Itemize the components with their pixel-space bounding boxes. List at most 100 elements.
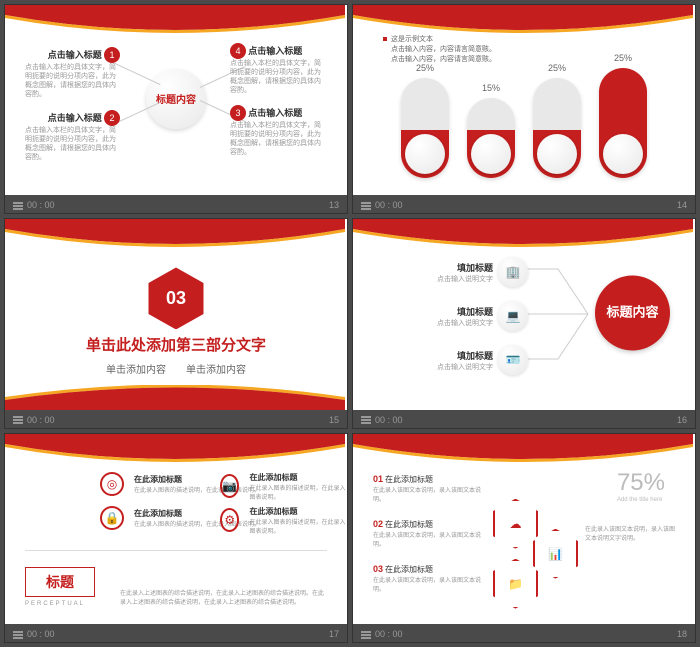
section-subtitle: 单击添加内容 单击添加内容 [5, 361, 347, 376]
percentage: 75%Add the title here [617, 469, 665, 503]
pill-1: 25% [401, 78, 449, 178]
row-title: 在此添加标题 [249, 472, 347, 483]
page-number: 17 [329, 629, 339, 639]
camera-icon: 📷 [220, 474, 239, 498]
lock-icon: 🔒 [100, 506, 124, 530]
page-number: 13 [329, 200, 339, 210]
slide-footer: 00 : 00 17 [13, 628, 339, 640]
menu-icon [361, 416, 371, 424]
gear-icon: ⚙ [220, 508, 239, 532]
section-number: 03 [166, 288, 186, 309]
slide-16: 标题内容 🏢 💻 🪪 填加标题点击输入说明文字 填加标题点击输入说明文字 填加标… [352, 218, 696, 428]
item-1: 填加标题点击输入说明文字 [383, 261, 493, 284]
curve-top-decoration [353, 5, 693, 35]
item-desc: 在此录入该图文本说明，录入该图文本说明。 [373, 530, 483, 548]
menu-icon [13, 202, 23, 210]
item-desc: 在此录入该图文本说明，录入该图文本说明。 [373, 575, 483, 593]
pill-circle [537, 134, 577, 174]
page-number: 14 [677, 200, 687, 210]
center-label: 标题内容 [156, 91, 196, 106]
pill-label: 25% [416, 63, 434, 73]
text-line: 这是示例文本 [391, 36, 433, 43]
item-desc: 在此录入该图文本说明，录入该图文本说明。 [373, 485, 483, 503]
slide-17: ◎在此添加标题在此录入图表的描述说明，在此录入图表说明。 📷在此添加标题在此录入… [4, 433, 348, 643]
node-title: 点击输入标题 [48, 113, 102, 123]
title-box-text: 标题 [46, 574, 74, 590]
big-circle-label: 标题内容 [606, 305, 658, 322]
slide-18: 01 在此添加标题在此录入该图文本说明，录入该图文本说明。 02 在此添加标题在… [352, 433, 696, 643]
bullet-icon [383, 37, 387, 41]
curve-top-decoration [5, 219, 345, 249]
slide-footer: 00 : 0015 [13, 414, 339, 426]
pill-body [599, 68, 647, 178]
row-desc: 在此录入图表的描述说明，在此录入图表说明。 [249, 483, 347, 501]
text-block: 这是示例文本 点击输入内容，内容请言简意赅。 点击输入内容，内容请言简意赅。 [383, 35, 496, 64]
pill-label: 25% [614, 53, 632, 63]
item-2: 填加标题点击输入说明文字 [383, 305, 493, 328]
paragraph: 在此录入上述图表的综合描述说明，在此录入上述图表的综合描述说明。在此录入上述图表… [120, 590, 327, 607]
chart-icon: 📊 [548, 547, 563, 561]
cloud-icon: ☁ [510, 517, 522, 531]
slide-15: 03 单击此处添加第三部分文字 单击添加内容 单击添加内容 00 : 0015 [4, 218, 348, 428]
node-2: 点击输入标题 2 点击输入本栏的具体文字，简明扼要的说明分项内容，此为概念图解，… [25, 110, 120, 162]
pill-label: 25% [548, 63, 566, 73]
node-3: 3 点击输入标题 点击输入本栏的具体文字，简明扼要的说明分项内容，此为概念图解，… [230, 105, 325, 157]
node-desc: 点击输入本栏的具体文字，简明扼要的说明分项内容，此为概念图解，请根据您的具体内容… [230, 59, 325, 95]
item-2: 02 在此添加标题在此录入该图文本说明，录入该图文本说明。 [373, 519, 483, 548]
menu-icon [361, 202, 371, 210]
curve-top-decoration [5, 434, 345, 464]
node-4: 4 点击输入标题 点击输入本栏的具体文字，简明扼要的说明分项内容，此为概念图解，… [230, 43, 325, 95]
pill-circle [603, 134, 643, 174]
folder-icon: 📁 [508, 577, 523, 591]
footer-time: 00 : 00 [27, 629, 55, 639]
item-title: 填加标题 [383, 261, 493, 274]
item-desc: 点击输入说明文字 [383, 318, 493, 328]
menu-icon [361, 631, 371, 639]
icon-row-2: 📷 在此添加标题在此录入图表的描述说明，在此录入图表说明。 [220, 472, 347, 501]
item-number: 03 [373, 564, 383, 574]
pill-3: 25% [533, 78, 581, 178]
node-number: 3 [230, 105, 246, 121]
laptop-icon: 💻 [506, 309, 521, 323]
divider [25, 550, 327, 551]
pill-circle [405, 134, 445, 174]
footer-time: 00 : 00 [375, 629, 403, 639]
curve-top-decoration [353, 219, 693, 249]
pill-body [467, 98, 515, 178]
item-title: 在此添加标题 [385, 475, 433, 484]
item-number: 02 [373, 519, 383, 529]
icon-circle: 🪪 [498, 345, 528, 375]
footer-time: 00 : 00 [375, 200, 403, 210]
text-line: 点击输入内容，内容请言简意赅。 [391, 45, 496, 55]
slide-footer: 00 : 00 18 [361, 628, 687, 640]
right-desc: 在此录入该图文本说明，录入该图文本说明文字说明。 [585, 524, 675, 542]
footer-time: 00 : 00 [27, 200, 55, 210]
pill-2: 15% [467, 98, 515, 178]
item-title: 在此添加标题 [385, 565, 433, 574]
curve-top-decoration [5, 5, 345, 35]
node-title: 点击输入标题 [48, 50, 102, 60]
slide-grid: 标题内容 点击输入标题 1 点击输入本栏的具体文字，简明扼要的说明分项内容，此为… [0, 0, 700, 647]
node-desc: 点击输入本栏的具体文字，简明扼要的说明分项内容，此为概念图解，请根据您的具体内容… [25, 63, 120, 99]
connector-line [115, 63, 161, 85]
section-title: 单击此处添加第三部分文字 [5, 334, 347, 355]
item-title: 填加标题 [383, 349, 493, 362]
page-number: 16 [677, 415, 687, 425]
text-line: 点击输入内容，内容请言简意赅。 [391, 55, 496, 65]
row-desc: 在此录入图表的描述说明，在此录入图表说明。 [249, 517, 347, 535]
slide-13: 标题内容 点击输入标题 1 点击输入本栏的具体文字，简明扼要的说明分项内容，此为… [4, 4, 348, 214]
node-title: 点击输入标题 [248, 46, 302, 56]
item-1: 01 在此添加标题在此录入该图文本说明，录入该图文本说明。 [373, 474, 483, 503]
curve-bottom-decoration [5, 385, 345, 410]
page-number: 18 [677, 629, 687, 639]
sub-2: 单击添加内容 [186, 365, 246, 376]
id-card-icon: 🪪 [506, 353, 521, 367]
row-title: 在此添加标题 [249, 506, 347, 517]
target-icon: ◎ [100, 472, 124, 496]
item-3: 03 在此添加标题在此录入该图文本说明，录入该图文本说明。 [373, 564, 483, 593]
menu-icon [13, 416, 23, 424]
node-desc: 点击输入本栏的具体文字，简明扼要的说明分项内容，此为概念图解，请根据您的具体内容… [25, 126, 120, 162]
item-3: 填加标题点击输入说明文字 [383, 349, 493, 372]
slide-footer: 00 : 00 13 [13, 199, 339, 211]
item-desc: 点击输入说明文字 [383, 362, 493, 372]
